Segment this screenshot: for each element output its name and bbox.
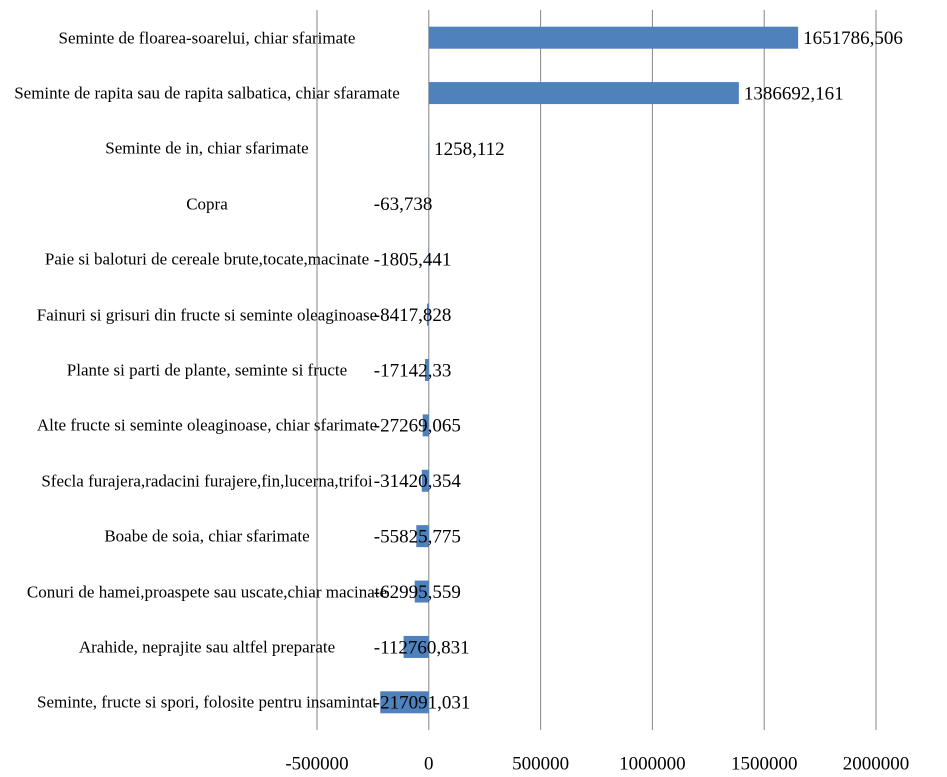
y-tick-label: Paie si baloturi de cereale brute,tocate… — [44, 249, 370, 269]
y-tick-label: Sfecla furajera,radacini furajere,fin,lu… — [41, 471, 373, 491]
bar — [428, 82, 739, 105]
bar — [424, 359, 429, 381]
value-label: -27269,065 — [374, 416, 461, 437]
bar — [428, 26, 799, 49]
value-label: -1805,441 — [374, 250, 452, 271]
bar — [422, 414, 429, 437]
value-label: 1258,112 — [434, 139, 505, 160]
value-label: -17142,33 — [374, 360, 452, 381]
y-tick-label: Conuri de hamei,proaspete sau uscate,chi… — [26, 582, 388, 602]
x-tick-label: 1500000 — [731, 753, 798, 774]
x-tick-label: 1000000 — [619, 753, 686, 774]
x-tick-label: -500000 — [285, 753, 348, 774]
x-tick-label: 0 — [424, 753, 434, 774]
value-label: -63,738 — [374, 194, 433, 215]
value-label: 1651786,506 — [803, 28, 903, 49]
bar — [403, 635, 429, 658]
y-tick-label: Seminte de in, chiar sfarimate — [105, 138, 309, 158]
bar — [380, 691, 429, 714]
y-tick-label: Arahide, neprajite sau altfel preparate — [78, 637, 336, 657]
y-tick-label: Alte fructe si seminte oleaginoase, chia… — [36, 415, 378, 435]
value-label: -112760,831 — [374, 637, 470, 658]
y-tick-label: Boabe de soia, chiar sfarimate — [104, 526, 310, 546]
y-tick-label: Seminte de rapita sau de rapita salbatic… — [14, 83, 400, 103]
value-label: -217091,031 — [374, 693, 471, 714]
bar — [416, 525, 429, 548]
value-label: -62995,559 — [374, 582, 461, 603]
y-tick-label: Copra — [186, 194, 228, 214]
value-label: -55825,775 — [374, 527, 461, 548]
bar — [426, 303, 429, 326]
y-tick-label: Plante si parti de plante, seminte si fr… — [66, 360, 348, 380]
x-tick-label: 500000 — [512, 753, 569, 774]
y-tick-label: Fainuri si grisuri din fructe si seminte… — [36, 305, 378, 325]
x-tick-label: 2000000 — [843, 753, 910, 774]
value-label: -31420,354 — [374, 471, 462, 492]
value-label: -8417,828 — [374, 305, 452, 326]
bar — [414, 580, 429, 603]
y-tick-label: Seminte, fructe si spori, folosite pentr… — [37, 692, 377, 712]
bar — [421, 469, 429, 492]
y-tick-label: Seminte de floarea-soarelui, chiar sfari… — [58, 28, 356, 48]
value-label: 1386692,161 — [744, 83, 844, 104]
